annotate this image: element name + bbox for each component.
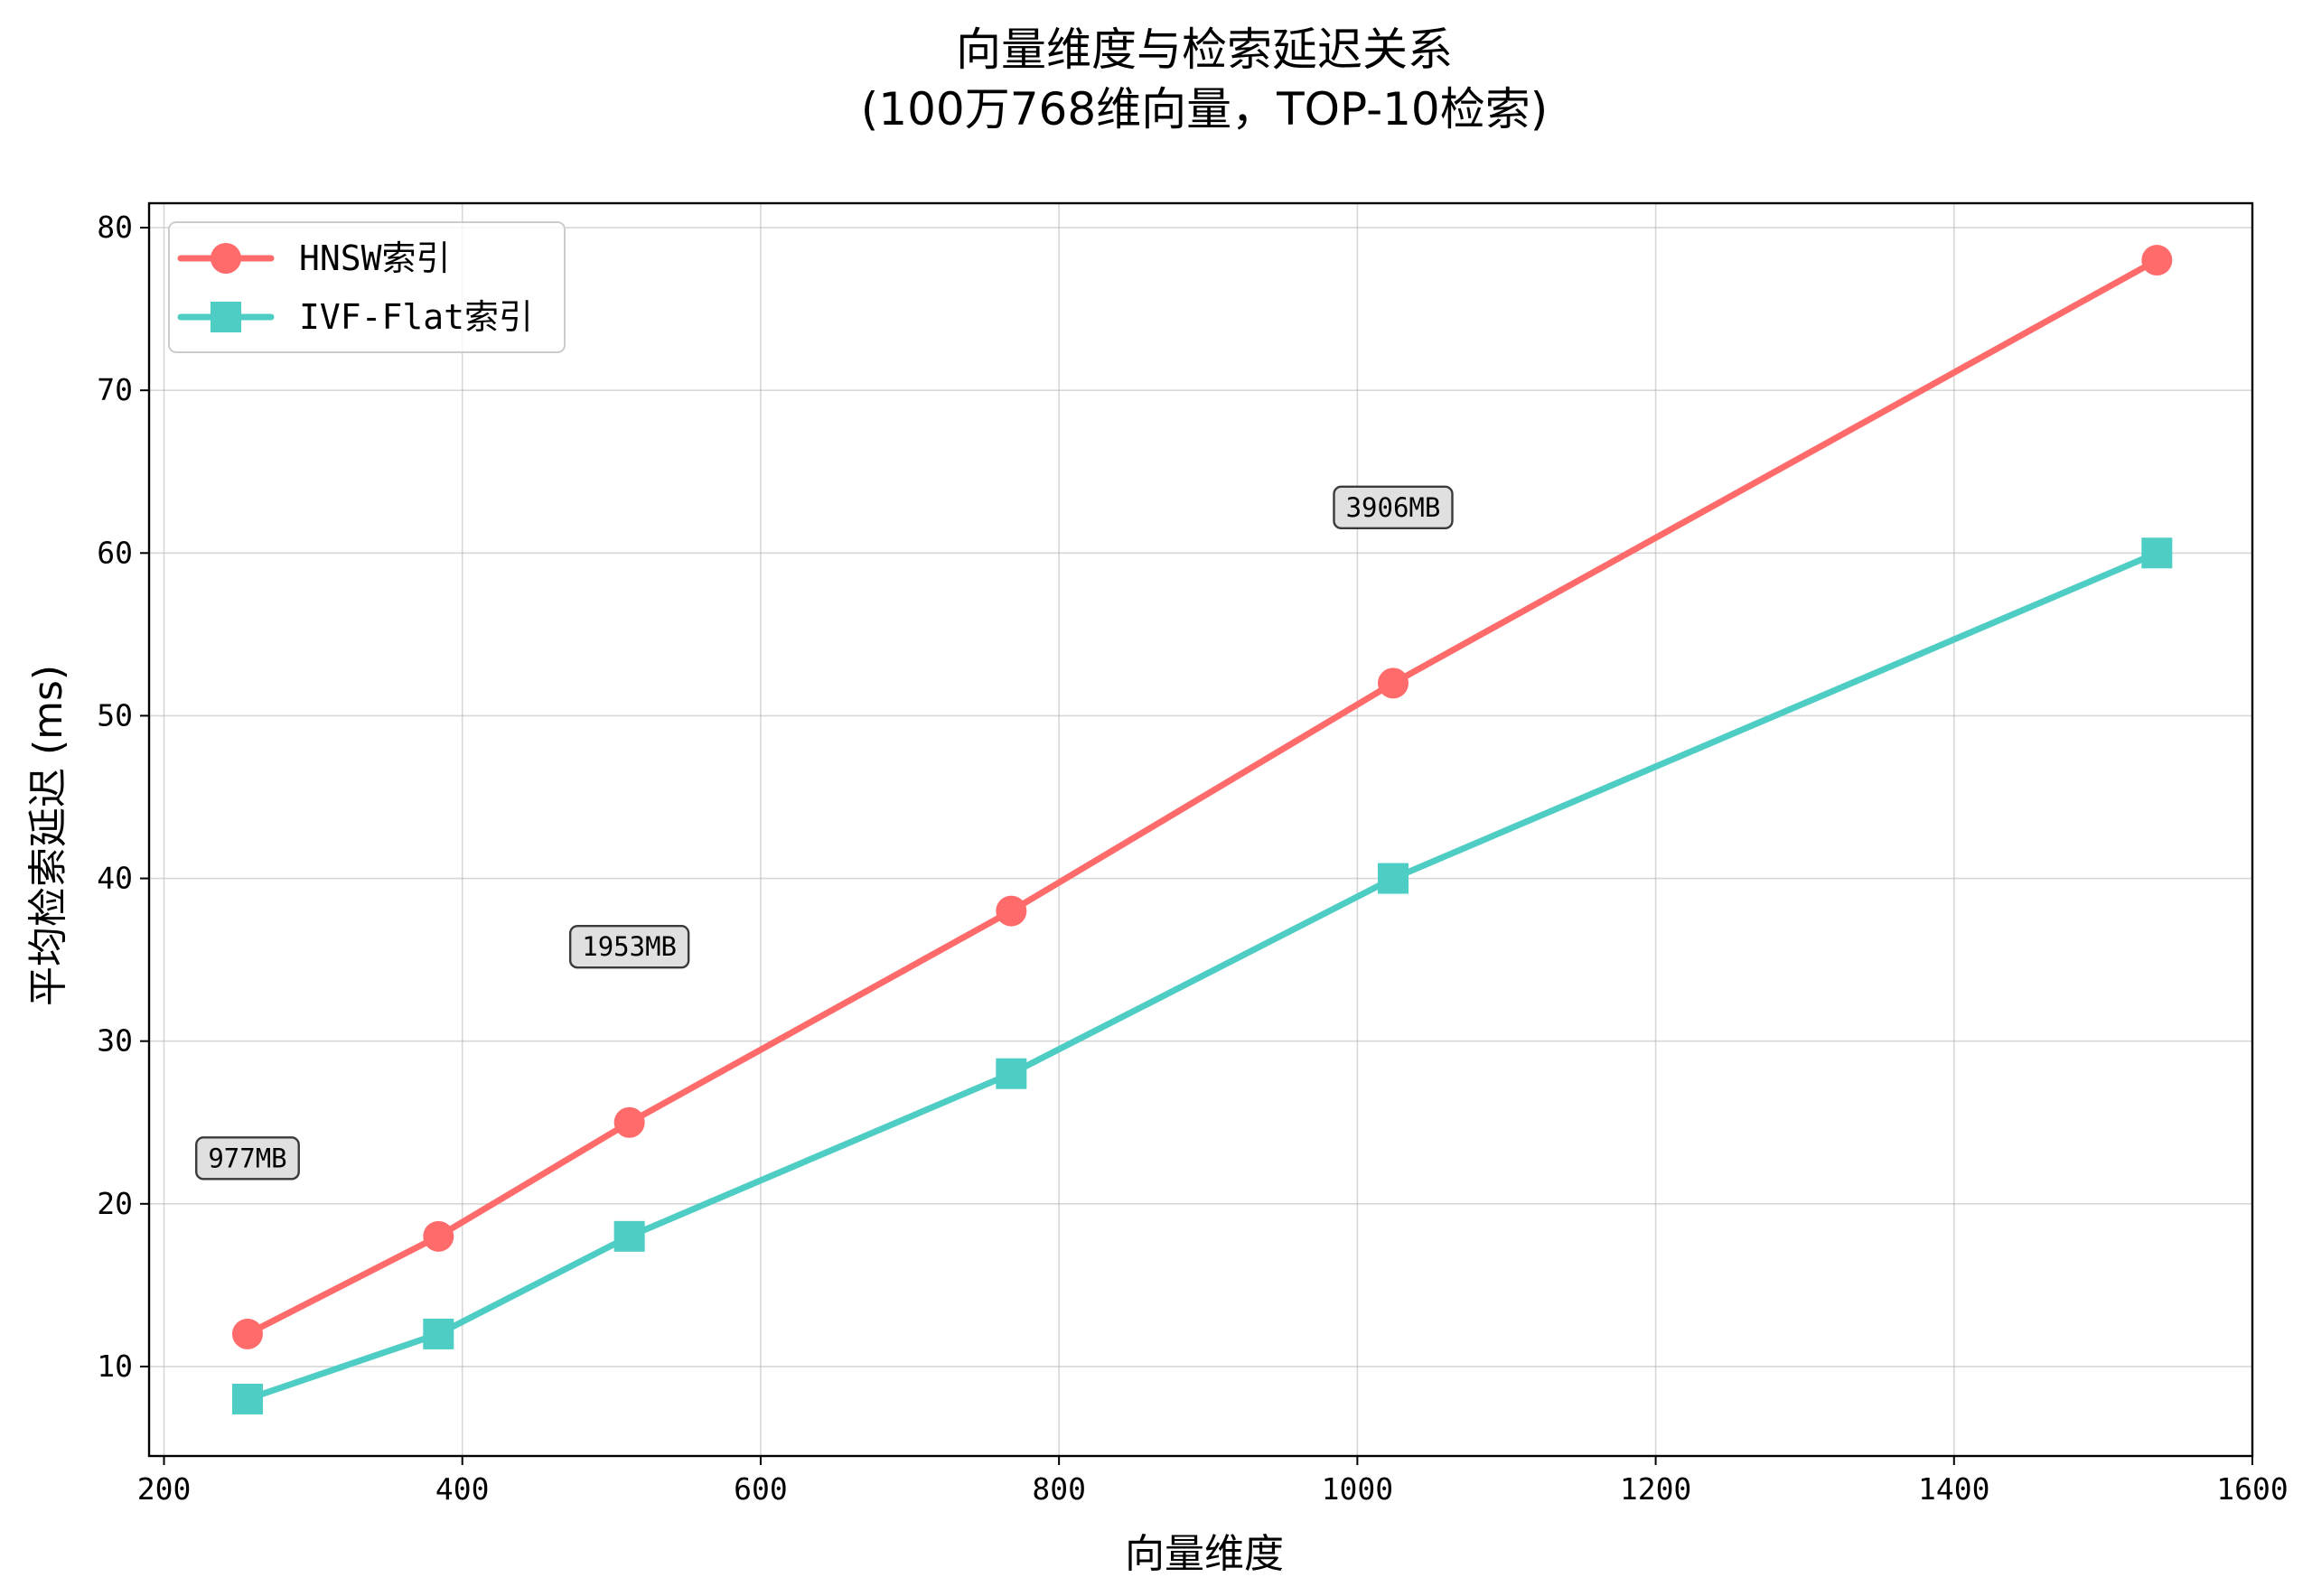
y-tick-label: 70: [97, 372, 133, 407]
y-tick-label: 20: [97, 1186, 133, 1221]
data-point: [423, 1318, 454, 1349]
x-tick-label: 800: [1032, 1471, 1086, 1507]
data-point: [1377, 667, 1409, 699]
data-point: [423, 1220, 454, 1252]
annotation-text: 977MB: [208, 1143, 286, 1173]
data-point: [231, 1383, 263, 1414]
plot-frame: [147, 201, 2254, 1458]
data-point: [613, 1106, 645, 1138]
x-tick-label: 1600: [2216, 1471, 2288, 1507]
series-line: [244, 257, 2160, 1338]
x-tick-label: 1200: [1620, 1471, 1691, 1507]
legend-marker: [211, 302, 241, 332]
chart-subtitle: (100万768维向量，TOP-10检索): [861, 83, 1549, 135]
series-line: [244, 549, 2160, 1403]
annotation-text: 1953MB: [582, 931, 677, 962]
legend-label: HNSW索引: [299, 238, 451, 278]
annotation-box: [195, 1136, 300, 1181]
annotation-box: [1333, 485, 1454, 530]
y-tick-label: 30: [97, 1023, 133, 1059]
y-tick-label: 50: [97, 697, 133, 733]
data-point: [2141, 245, 2173, 276]
data-point: [996, 895, 1027, 927]
legend-label: IVF-Flat索引: [299, 297, 533, 337]
x-tick-label: 200: [137, 1471, 192, 1507]
annotation-label: 977MB: [195, 1136, 300, 1181]
data-point: [1377, 863, 1409, 894]
x-tick-label: 600: [734, 1471, 788, 1507]
series-layer: [231, 245, 2173, 1414]
legend-marker: [211, 243, 241, 274]
x-tick-label: 1400: [1918, 1471, 1989, 1507]
legend-item-hnsw: HNSW索引: [177, 238, 451, 278]
data-point: [996, 1058, 1027, 1089]
annotation-label: 3906MB: [1333, 485, 1454, 530]
data-point: [2141, 537, 2173, 569]
x-tick-label: 1000: [1322, 1471, 1393, 1507]
annotation-label: 1953MB: [568, 924, 690, 969]
annotation-box: [568, 924, 690, 969]
x-axis-label: 向量维度: [1125, 1531, 1284, 1577]
data-point: [231, 1318, 263, 1349]
y-axis-label: 平均检索延迟 (ms): [25, 665, 71, 1006]
y-tick-label: 40: [97, 861, 133, 896]
y-tick-label: 60: [97, 535, 133, 570]
axis-ticks: 200 400 600 800 1000 1200 1400 1600 10 20 30 40 50 60…: [97, 210, 2288, 1507]
x-tick-label: 400: [435, 1471, 490, 1507]
series-ivf-flat: [231, 537, 2173, 1414]
annotations: 977MB 1953MB 3906MB: [195, 485, 1454, 1181]
data-point: [613, 1220, 645, 1252]
annotation-text: 3906MB: [1346, 492, 1441, 523]
series-hnsw: [231, 245, 2173, 1349]
chart-title: 向量维度与检索延迟关系: [956, 23, 1453, 76]
legend: HNSW索引 IVF-Flat索引: [168, 221, 566, 353]
legend-item-ivf-flat: IVF-Flat索引: [177, 297, 533, 337]
y-tick-label: 80: [97, 210, 133, 245]
y-tick-label: 10: [97, 1349, 133, 1384]
